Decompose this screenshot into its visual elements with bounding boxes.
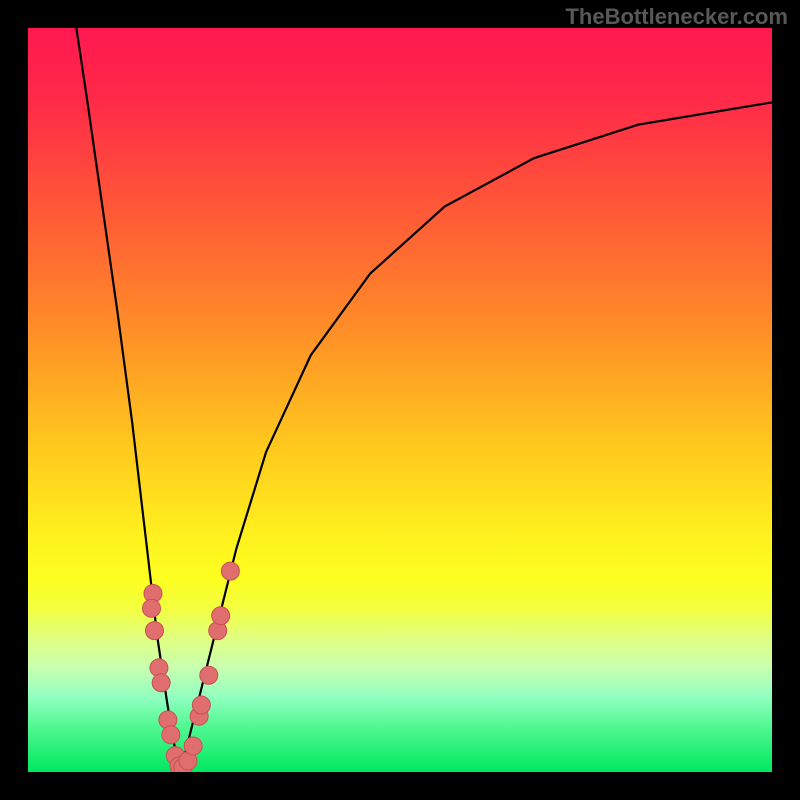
data-marker — [192, 696, 210, 714]
data-marker — [145, 622, 163, 640]
data-marker — [184, 737, 202, 755]
gradient-background — [28, 28, 772, 772]
watermark-label: TheBottlenecker.com — [565, 4, 788, 30]
data-marker — [221, 562, 239, 580]
data-marker — [143, 599, 161, 617]
bottleneck-chart: TheBottlenecker.com — [0, 0, 800, 800]
data-marker — [212, 607, 230, 625]
chart-svg — [0, 0, 800, 800]
data-marker — [152, 674, 170, 692]
data-marker — [200, 666, 218, 684]
data-marker — [162, 726, 180, 744]
